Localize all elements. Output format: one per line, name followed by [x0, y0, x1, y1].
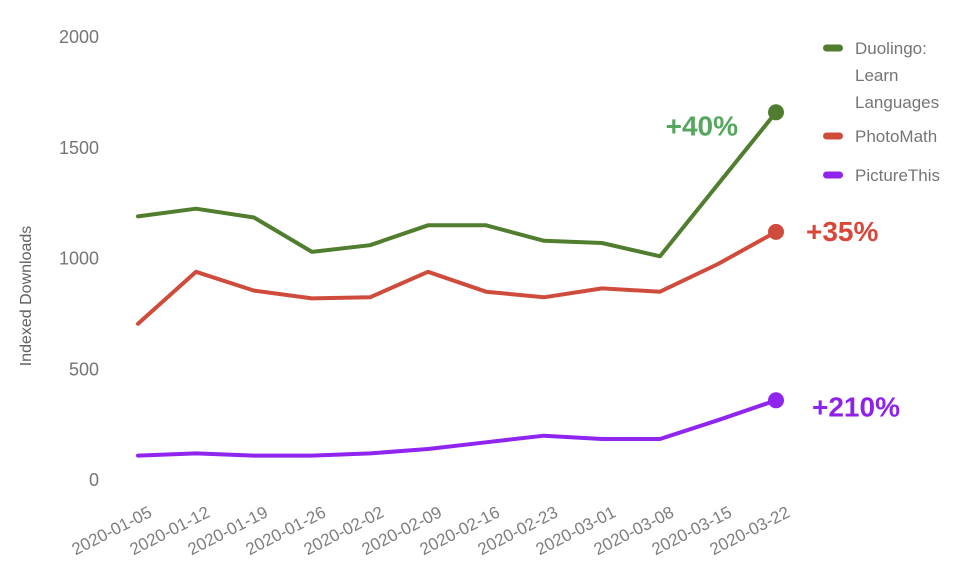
duolingo-learn-languages-legend-label: Learn: [855, 66, 898, 85]
y-tick-label: 500: [69, 359, 99, 379]
y-tick-label: 0: [89, 470, 99, 490]
series-lines: [136, 104, 784, 458]
y-axis-title: Indexed Downloads: [18, 226, 35, 367]
photomath-legend-swatch: [823, 132, 843, 140]
duolingo-learn-languages-legend-label: Duolingo:: [855, 39, 927, 58]
picturethis-annotation: +210%: [812, 391, 900, 422]
y-axis-tick-labels: 0 500 1000 1500 2000: [59, 27, 99, 490]
duolingo-learn-languages-legend-swatch: [823, 44, 843, 52]
duolingo-learn-languages-annotation: +40%: [666, 110, 738, 141]
duolingo-learn-languages-legend-label: Languages: [855, 93, 939, 112]
y-tick-label: 1000: [59, 249, 99, 269]
legend: Duolingo: Learn Languages PhotoMath PictureT…: [823, 39, 940, 185]
photomath-annotation: +35%: [806, 216, 878, 247]
duolingo-learn-languages-end-dot: [768, 104, 784, 121]
photomath-end-dot: [768, 223, 784, 240]
picturethis-legend-swatch: [823, 171, 843, 179]
y-tick-label: 1500: [59, 138, 99, 158]
photomath-line: [136, 229, 778, 326]
duolingo-learn-languages-line: [136, 110, 778, 259]
growth-annotations: +40% +35% +210%: [666, 110, 900, 422]
picturethis-end-dot: [768, 392, 784, 409]
picturethis-line: [136, 398, 778, 458]
y-tick-label: 2000: [59, 27, 99, 47]
photomath-legend-label: PhotoMath: [855, 127, 937, 146]
x-axis-tick-labels: 2020-01-052020-01-122020-01-192020-01-26…: [69, 503, 793, 559]
picturethis-legend-label: PictureThis: [855, 166, 940, 185]
